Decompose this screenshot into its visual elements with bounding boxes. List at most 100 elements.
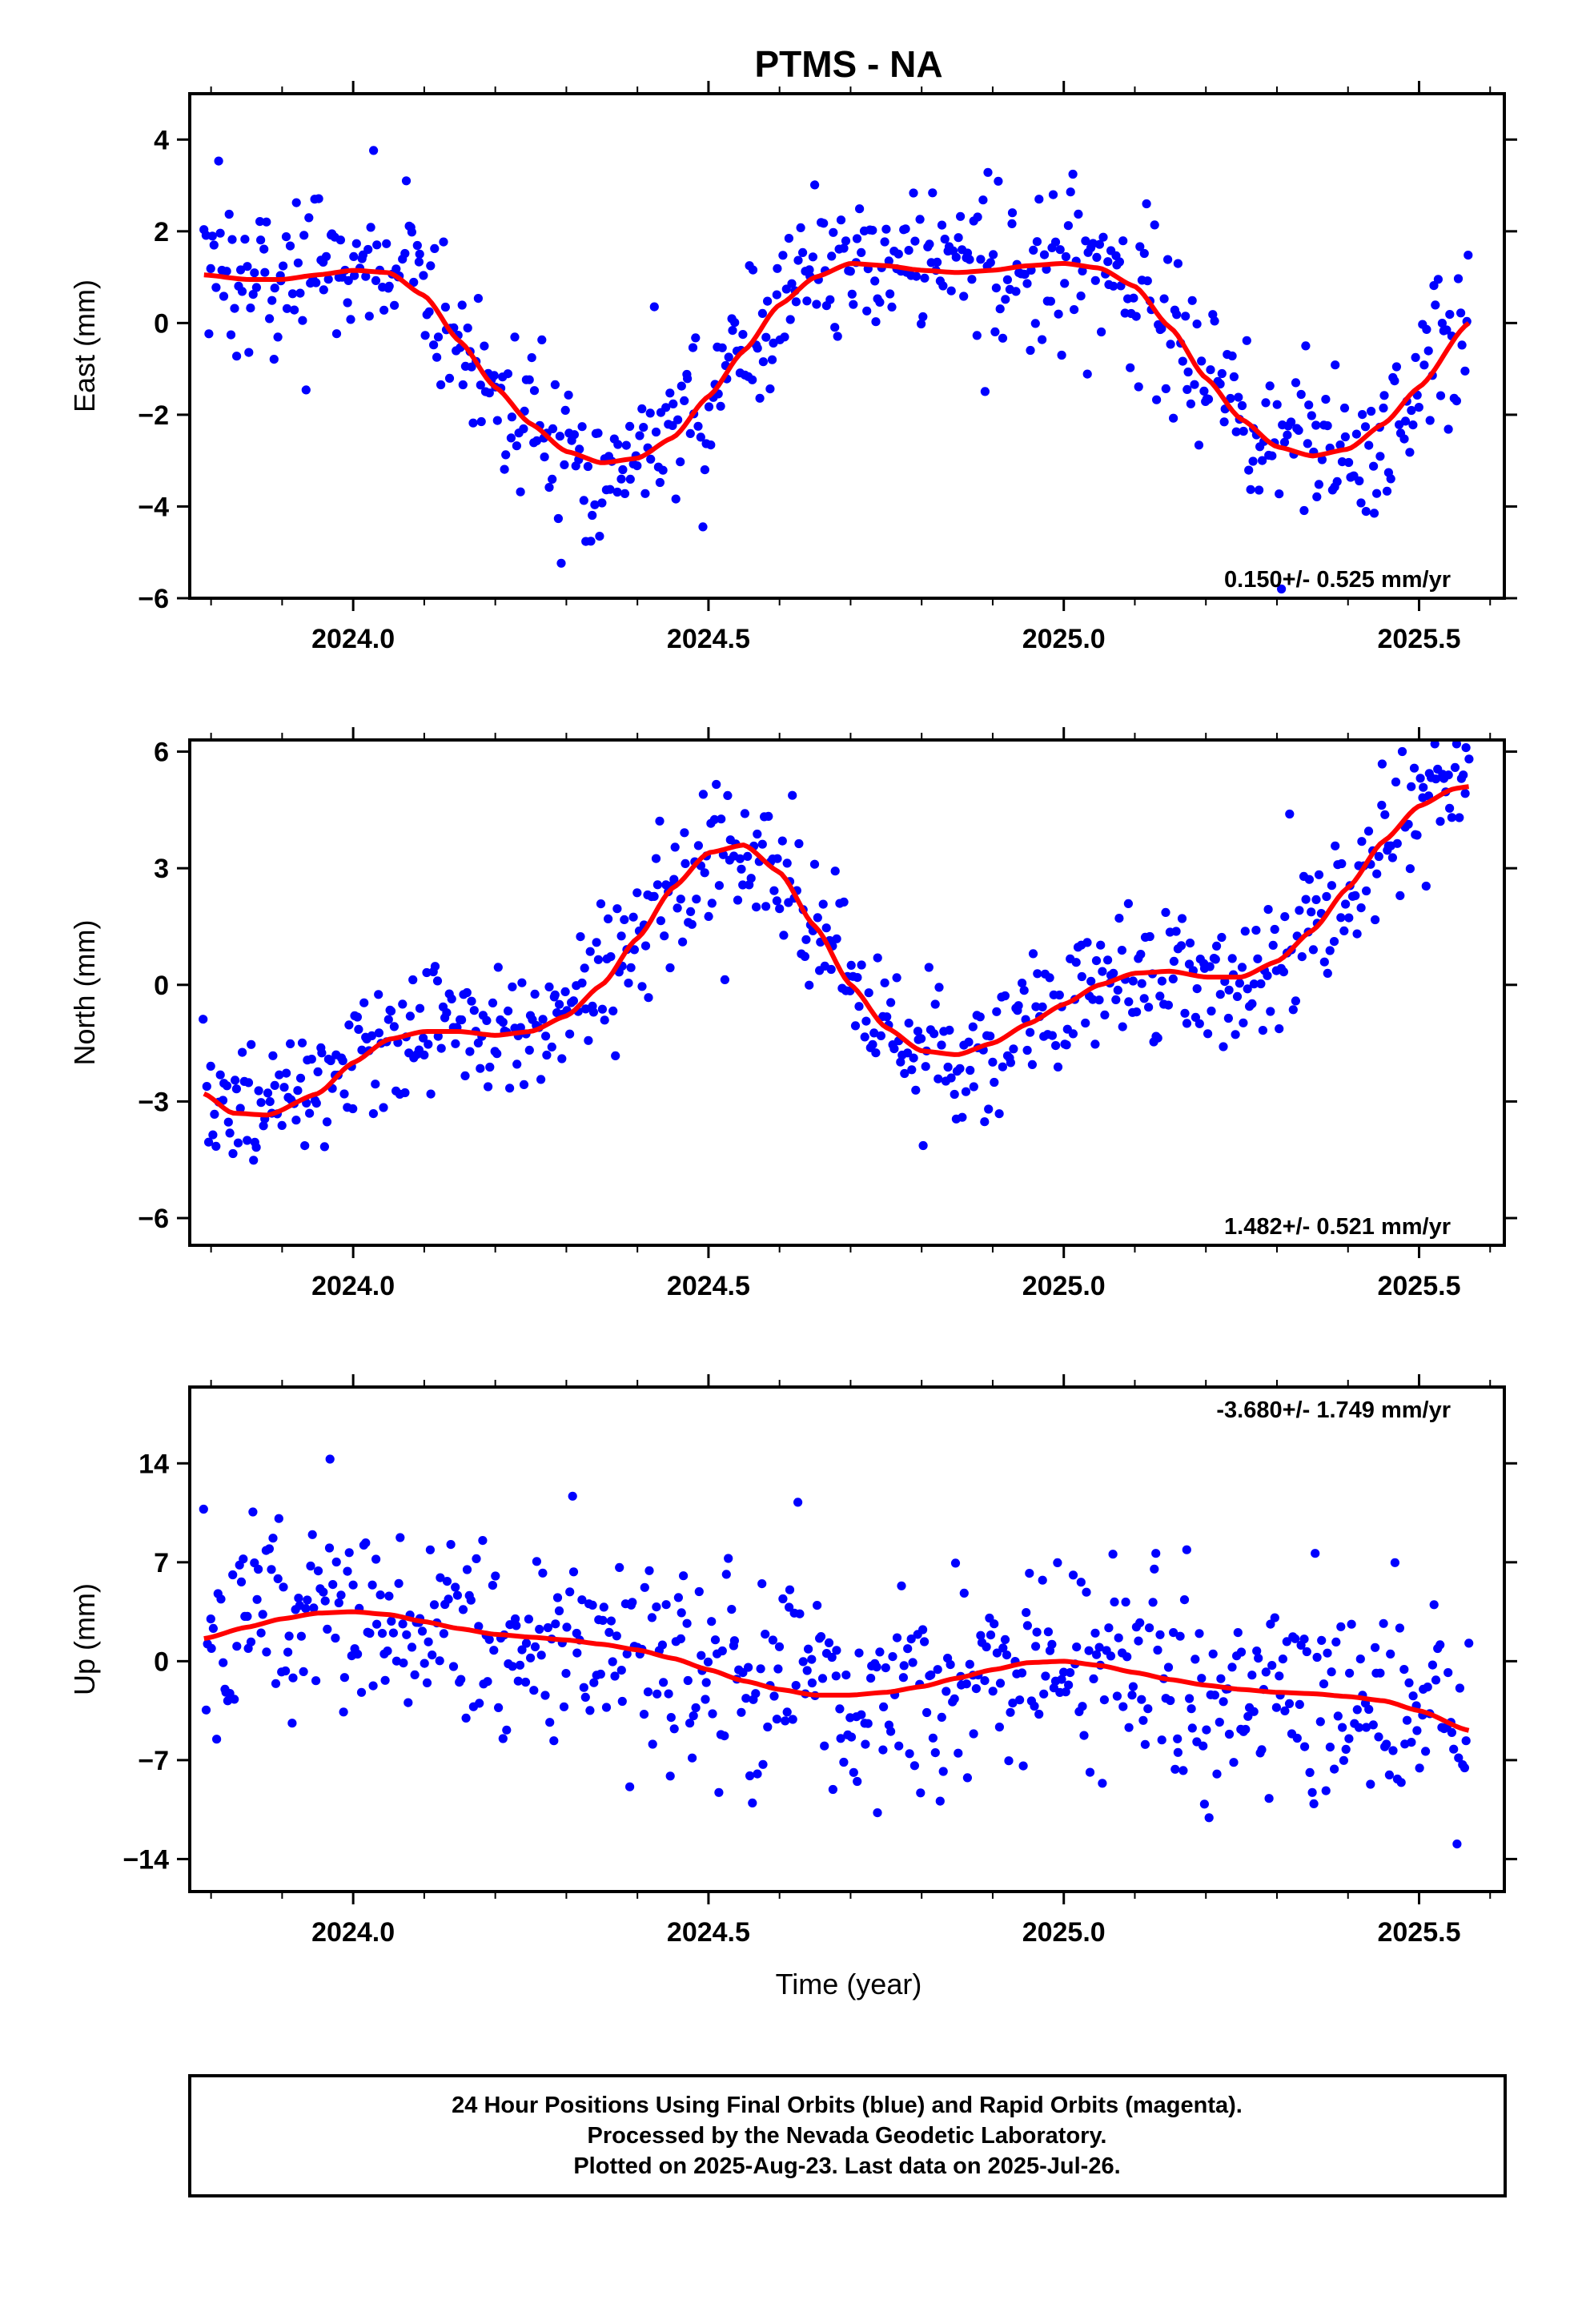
north-point bbox=[426, 1089, 436, 1099]
north-point bbox=[969, 1082, 978, 1092]
east-point bbox=[1294, 425, 1303, 436]
up-point bbox=[710, 1635, 721, 1645]
up-point bbox=[1134, 1636, 1143, 1646]
north-point bbox=[577, 978, 587, 988]
east-point bbox=[812, 300, 821, 309]
east-point bbox=[1187, 296, 1197, 305]
up-point bbox=[336, 1590, 346, 1600]
east-point bbox=[593, 428, 603, 438]
east-point bbox=[730, 318, 740, 328]
north-point bbox=[769, 886, 779, 895]
up-point bbox=[1208, 1649, 1218, 1659]
north-point bbox=[1192, 984, 1202, 994]
east-point bbox=[243, 262, 252, 271]
north-point bbox=[1027, 1059, 1037, 1069]
north-point bbox=[215, 1070, 225, 1080]
east-point bbox=[1279, 437, 1290, 447]
east-point bbox=[1339, 403, 1350, 413]
north-point bbox=[1304, 875, 1314, 884]
east-point bbox=[1190, 380, 1199, 389]
up-point bbox=[828, 1784, 837, 1795]
north-point bbox=[1094, 995, 1104, 1005]
east-point bbox=[444, 373, 455, 383]
up-point bbox=[1399, 1665, 1409, 1675]
east-point bbox=[1169, 413, 1178, 423]
east-point bbox=[928, 188, 938, 198]
north-point bbox=[344, 1020, 354, 1030]
up-point bbox=[1264, 1794, 1274, 1803]
east-point bbox=[620, 489, 630, 499]
east-point bbox=[232, 352, 242, 361]
north-point bbox=[900, 1068, 909, 1079]
up-point bbox=[513, 1676, 523, 1686]
north-plot-frame bbox=[188, 738, 1506, 1247]
north-point bbox=[592, 938, 601, 947]
up-point bbox=[448, 1662, 459, 1671]
east-point bbox=[415, 249, 424, 259]
up-point bbox=[325, 1454, 335, 1464]
east-point bbox=[244, 348, 254, 357]
east-point bbox=[785, 315, 795, 324]
up-point bbox=[1252, 1647, 1262, 1656]
up-point bbox=[264, 1544, 274, 1554]
up-point bbox=[676, 1634, 686, 1643]
east-point bbox=[1210, 316, 1219, 326]
up-point bbox=[248, 1507, 258, 1517]
up-point bbox=[1455, 1683, 1464, 1693]
up-point bbox=[657, 1640, 668, 1650]
up-point bbox=[1061, 1687, 1070, 1697]
up-point bbox=[1443, 1668, 1453, 1678]
up-point bbox=[849, 1767, 858, 1777]
north-point bbox=[1215, 990, 1225, 999]
north-point bbox=[1391, 777, 1401, 787]
up-point bbox=[1157, 1735, 1166, 1745]
east-point bbox=[830, 323, 840, 332]
east-point bbox=[577, 422, 587, 432]
east-point bbox=[290, 305, 299, 315]
east-point bbox=[262, 217, 271, 227]
up-point bbox=[524, 1614, 534, 1624]
up-point bbox=[878, 1745, 888, 1755]
north-point bbox=[913, 1027, 923, 1036]
up-point bbox=[708, 1709, 717, 1719]
north-point bbox=[1207, 1006, 1216, 1016]
east-point bbox=[635, 431, 644, 440]
east-point bbox=[1321, 395, 1331, 404]
up-point bbox=[774, 1642, 785, 1651]
north-point bbox=[263, 1088, 273, 1098]
up-point bbox=[1022, 1608, 1031, 1618]
north-point bbox=[473, 1038, 484, 1047]
north-point bbox=[994, 1109, 1004, 1119]
north-point bbox=[1161, 907, 1170, 917]
north-point bbox=[692, 895, 701, 904]
north-panel: 2024.0 2024.5 2025.0 2025.5 −6 −3 0 3 6 North (mm… bbox=[68, 727, 1517, 1301]
east-point bbox=[613, 440, 623, 449]
up-point bbox=[863, 1719, 873, 1728]
east-point bbox=[1057, 350, 1066, 360]
east-point bbox=[995, 304, 1005, 314]
east-point bbox=[680, 396, 689, 405]
up-point bbox=[994, 1723, 1004, 1732]
up-point bbox=[1317, 1635, 1327, 1645]
up-point bbox=[1199, 1741, 1208, 1751]
up-point bbox=[452, 1590, 463, 1600]
north-point bbox=[1171, 927, 1181, 936]
north-point bbox=[1337, 858, 1347, 869]
up-point bbox=[683, 1675, 693, 1686]
north-point bbox=[1109, 968, 1118, 978]
up-point bbox=[1315, 1717, 1325, 1727]
north-point bbox=[1231, 1030, 1240, 1039]
up-point bbox=[679, 1571, 689, 1581]
north-point bbox=[275, 1070, 284, 1080]
up-point bbox=[839, 1757, 849, 1767]
east-point bbox=[724, 352, 733, 362]
up-point bbox=[1092, 1650, 1102, 1659]
north-point bbox=[975, 1012, 985, 1022]
up-point bbox=[1216, 1674, 1226, 1683]
up-point bbox=[296, 1631, 306, 1641]
east-point bbox=[311, 278, 321, 287]
north-point bbox=[813, 913, 822, 923]
north-point bbox=[1114, 914, 1124, 923]
up-point bbox=[872, 1663, 881, 1672]
east-point bbox=[1118, 236, 1128, 246]
